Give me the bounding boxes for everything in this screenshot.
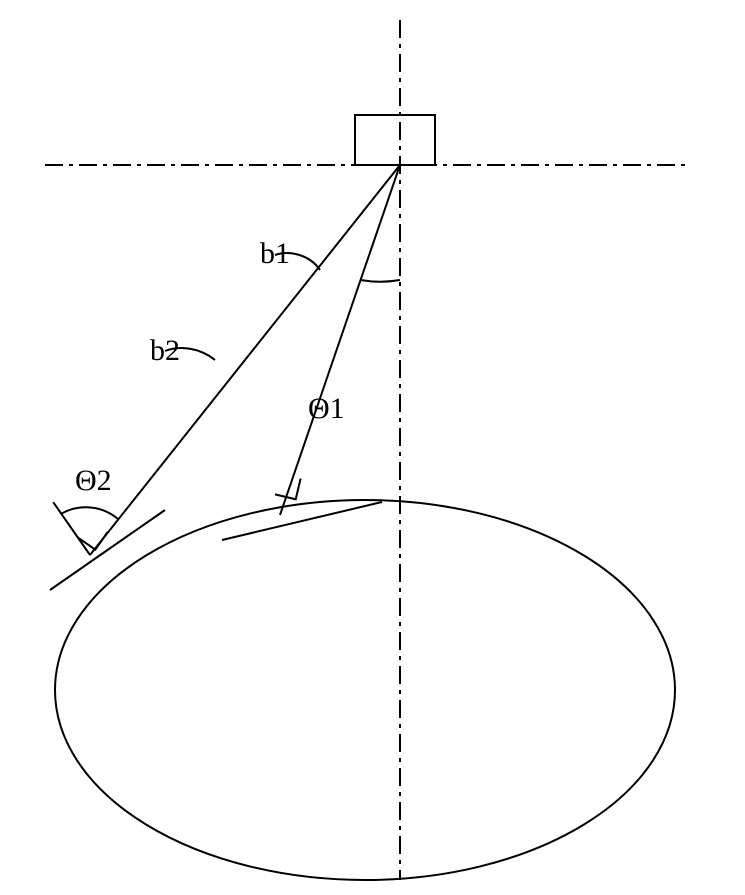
sensor-box <box>355 115 435 165</box>
tangent-1 <box>222 502 382 540</box>
ray-b1 <box>280 165 400 515</box>
angle-arc-theta1 <box>361 280 400 282</box>
label-theta2: Θ2 <box>75 464 112 497</box>
label-b2: b2 <box>150 334 180 367</box>
geometry-diagram: b1 b2 Θ1 Θ2 <box>0 0 745 895</box>
perp-mark-2 <box>78 532 108 550</box>
label-b1: b1 <box>260 237 290 270</box>
ray-b2 <box>90 165 400 555</box>
angle-arc-theta2 <box>61 507 118 519</box>
target-ellipse <box>55 500 675 880</box>
perp-mark-1 <box>275 479 301 500</box>
label-theta1: Θ1 <box>308 392 345 425</box>
